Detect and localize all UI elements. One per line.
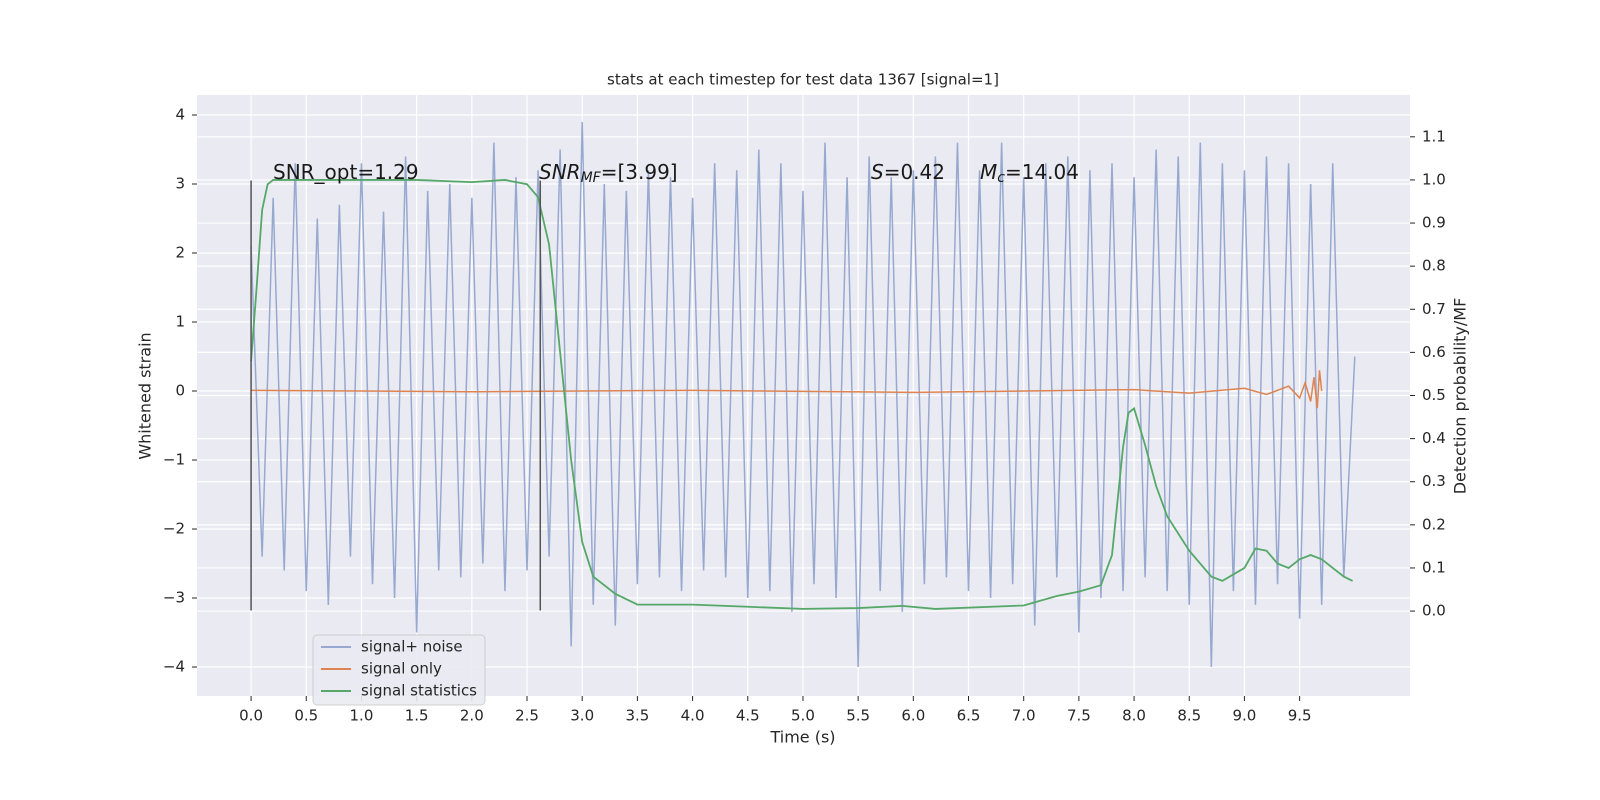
y2-tick-label: 0.1 bbox=[1422, 558, 1446, 576]
y2-tick-label: 0.2 bbox=[1422, 515, 1446, 533]
x-axis-label: Time (s) bbox=[769, 728, 835, 747]
y-axis-label: Whitened strain bbox=[136, 332, 155, 459]
annotation: S=0.42 bbox=[871, 160, 945, 184]
y-tick-label: −1 bbox=[163, 451, 185, 469]
annotation: SNR_opt=1.29 bbox=[273, 160, 419, 184]
y2-tick-label: 0.8 bbox=[1422, 257, 1446, 275]
x-tick-label: 3.5 bbox=[625, 707, 649, 725]
y2-tick-label: 0.0 bbox=[1422, 602, 1446, 620]
x-tick-label: 3.0 bbox=[570, 707, 594, 725]
annotation-part: S bbox=[871, 160, 884, 184]
x-tick-label: 7.0 bbox=[1012, 707, 1036, 725]
y2-axis-label: Detection probability/MF bbox=[1451, 298, 1470, 495]
y2-tick-label: 0.4 bbox=[1422, 429, 1446, 447]
x-tick-label: 6.0 bbox=[901, 707, 925, 725]
y2-tick-label: 0.7 bbox=[1422, 300, 1446, 318]
y-tick-label: 2 bbox=[175, 244, 185, 262]
legend-label: signal only bbox=[361, 660, 442, 678]
annotation-part: =14.04 bbox=[1005, 160, 1079, 184]
x-tick-label: 6.5 bbox=[957, 707, 981, 725]
legend-label: signal statistics bbox=[361, 682, 477, 700]
chart-title: stats at each timestep for test data 136… bbox=[607, 71, 999, 89]
x-tick-label: 5.0 bbox=[791, 707, 815, 725]
y-tick-label: −3 bbox=[163, 589, 185, 607]
series-line bbox=[251, 370, 1323, 409]
x-tick-label: 4.5 bbox=[736, 707, 760, 725]
annotation-part: MF bbox=[581, 170, 602, 186]
y-tick-label: 3 bbox=[175, 175, 185, 193]
y-tick-label: −4 bbox=[163, 658, 185, 676]
x-tick-label: 7.5 bbox=[1067, 707, 1091, 725]
legend-label: signal+ noise bbox=[361, 638, 463, 656]
y2-tick-label: 0.6 bbox=[1422, 343, 1446, 361]
x-tick-label: 4.0 bbox=[681, 707, 705, 725]
annotation-part: SNR bbox=[539, 160, 581, 184]
x-tick-label: 1.5 bbox=[405, 707, 429, 725]
y-tick-label: −2 bbox=[163, 520, 185, 538]
x-tick-label: 2.5 bbox=[515, 707, 539, 725]
annotation-part: c bbox=[997, 170, 1005, 186]
annotation: Mc=14.04 bbox=[980, 160, 1079, 187]
y2-tick-label: 1.0 bbox=[1422, 170, 1446, 188]
y2-tick-label: 1.1 bbox=[1422, 127, 1446, 145]
y2-tick-label: 0.5 bbox=[1422, 386, 1446, 404]
x-tick-label: 2.0 bbox=[460, 707, 484, 725]
y2-tick-label: 0.3 bbox=[1422, 472, 1446, 490]
legend-box bbox=[312, 634, 486, 706]
annotation-part: SNR_opt=1.29 bbox=[273, 160, 419, 184]
annotation-part: M bbox=[980, 160, 997, 184]
x-tick-label: 1.0 bbox=[350, 707, 374, 725]
annotation-part: =0.42 bbox=[884, 160, 945, 184]
y-tick-label: 1 bbox=[175, 313, 185, 331]
x-tick-label: 9.5 bbox=[1288, 707, 1312, 725]
annotation-part: =[3.99] bbox=[601, 160, 678, 184]
x-tick-label: 8.0 bbox=[1122, 707, 1146, 725]
y2-tick-label: 0.9 bbox=[1422, 214, 1446, 232]
x-tick-label: 5.5 bbox=[846, 707, 870, 725]
series-line bbox=[250, 179, 1354, 610]
x-tick-label: 0.5 bbox=[294, 707, 318, 725]
series-line bbox=[250, 121, 1356, 668]
x-tick-label: 0.0 bbox=[239, 707, 263, 725]
annotation: SNRMF=[3.99] bbox=[539, 160, 678, 187]
y-tick-label: 4 bbox=[175, 106, 185, 124]
x-tick-label: 8.5 bbox=[1177, 707, 1201, 725]
x-tick-label: 9.0 bbox=[1233, 707, 1257, 725]
y-tick-label: 0 bbox=[175, 382, 185, 400]
